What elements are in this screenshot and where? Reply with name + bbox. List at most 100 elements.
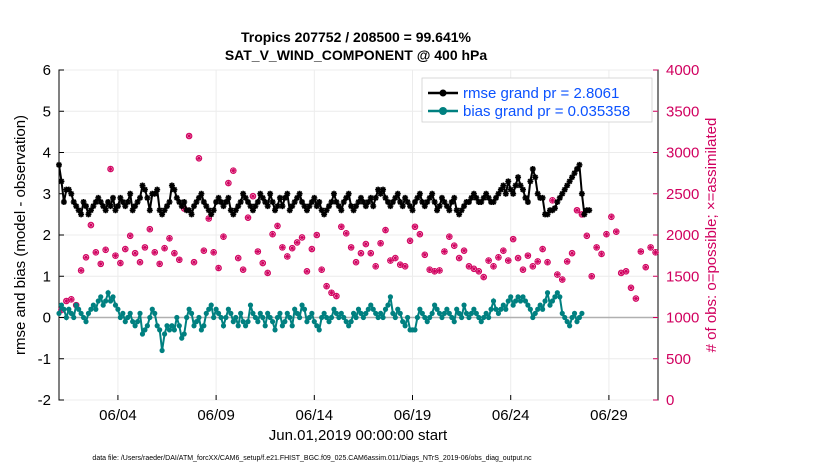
obs-point	[514, 254, 522, 262]
bias-point	[250, 310, 256, 316]
rmse-point	[284, 190, 291, 197]
rmse-point	[289, 203, 296, 210]
rmse-point	[586, 207, 593, 214]
bias-point	[287, 314, 293, 321]
bias-point	[436, 310, 443, 316]
bias-point	[154, 323, 160, 329]
obs-point	[126, 232, 134, 240]
obs-point	[146, 225, 154, 233]
rmse-point	[532, 174, 539, 181]
obs-point	[411, 223, 419, 231]
rmse-point	[517, 182, 524, 189]
x-axis-ticks: 06/04 06/09 06/14 06/19 06/24 06/29	[99, 395, 628, 424]
bias-point	[333, 310, 340, 316]
bias-point	[532, 310, 538, 316]
obs-point	[382, 226, 389, 234]
bias-point	[76, 306, 82, 312]
x-tick-label: 06/14	[296, 407, 334, 424]
bias-point	[380, 314, 386, 321]
rmse-point	[78, 211, 85, 218]
bias-point	[272, 327, 278, 333]
data-file-footnote: data file: /Users/raeder/DAI/ATM_forcXX/…	[92, 455, 532, 462]
obs-point	[534, 258, 542, 265]
bias-point	[402, 323, 408, 329]
bias-point	[78, 310, 84, 316]
bias-point	[525, 302, 531, 308]
x-tick-label: 06/09	[197, 407, 235, 424]
bias-point	[395, 306, 401, 312]
rmse-point	[117, 194, 124, 201]
bias-point	[562, 314, 568, 321]
bias-point	[252, 314, 258, 321]
rmse-point	[198, 190, 205, 197]
bias-point	[228, 310, 234, 316]
rmse-point	[272, 207, 279, 214]
rmse-point	[326, 203, 333, 210]
bias-point	[557, 294, 563, 300]
bias-point	[112, 302, 119, 308]
rmse-point	[551, 205, 558, 212]
bias-point	[63, 314, 69, 321]
y-axis-right-ticks: 0 500 1000 1500 2000 2500 3000 3500 4000	[653, 62, 699, 409]
rmse-point	[60, 199, 67, 205]
bias-point	[208, 302, 214, 308]
rmse-point	[529, 166, 536, 172]
obs-point	[338, 223, 345, 231]
bias-point	[350, 310, 357, 316]
obs-point	[642, 263, 650, 271]
bias-point	[277, 310, 283, 316]
bias-point	[117, 314, 123, 321]
obs-point	[279, 244, 286, 251]
bias-point	[137, 310, 143, 316]
obs-point	[622, 268, 630, 275]
rmse-point	[279, 203, 286, 210]
bias-point	[323, 314, 330, 321]
rmse-point	[409, 207, 416, 214]
rmse-point	[257, 190, 264, 197]
rmse-point	[500, 182, 507, 189]
rmse-point	[434, 207, 441, 214]
rmse-point	[485, 194, 492, 201]
obs-point	[239, 266, 247, 273]
bias-point	[269, 319, 276, 325]
obs-point	[362, 240, 370, 248]
bias-point	[424, 319, 430, 325]
bias-point	[346, 323, 352, 329]
obs-point	[421, 251, 429, 259]
bias-point	[579, 310, 585, 316]
rmse-series	[56, 161, 593, 218]
rmse-point	[90, 203, 97, 210]
bias-point	[422, 314, 428, 321]
bias-point	[279, 323, 285, 329]
rmse-point	[97, 199, 104, 205]
rmse-point	[510, 190, 517, 197]
rmse-point	[141, 186, 148, 193]
rmse-point	[367, 194, 374, 201]
obs-point	[185, 132, 193, 140]
rmse-point	[399, 203, 406, 210]
rmse-point	[576, 161, 583, 168]
x-axis-label: Jun.01,2019 00:00:00 start	[269, 427, 448, 444]
bias-point	[495, 310, 502, 316]
y-right-tick-label: 1000	[666, 310, 699, 327]
bias-point	[147, 314, 153, 321]
bias-point	[90, 302, 96, 308]
bias-point	[527, 306, 533, 312]
rmse-point	[451, 194, 458, 201]
bias-point	[441, 310, 448, 316]
rmse-point	[559, 190, 566, 197]
y-right-tick-label: 0	[666, 392, 674, 409]
bias-point	[306, 314, 313, 321]
y-tick-label: 0	[43, 310, 51, 327]
obs-point	[318, 266, 325, 273]
obs-point	[151, 249, 159, 256]
obs-point	[450, 242, 458, 250]
bias-point	[262, 323, 268, 329]
y-tick-label: 3	[43, 186, 51, 203]
y-tick-label: -1	[38, 351, 51, 368]
rmse-point	[581, 211, 588, 218]
bias-point	[260, 314, 266, 321]
bias-point	[186, 306, 192, 312]
legend-rmse-label: rmse grand pr = 2.8061	[463, 85, 619, 102]
rmse-point	[276, 194, 283, 201]
